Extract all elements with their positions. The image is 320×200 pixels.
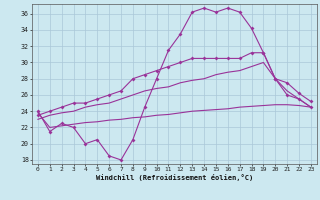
X-axis label: Windchill (Refroidissement éolien,°C): Windchill (Refroidissement éolien,°C) bbox=[96, 174, 253, 181]
